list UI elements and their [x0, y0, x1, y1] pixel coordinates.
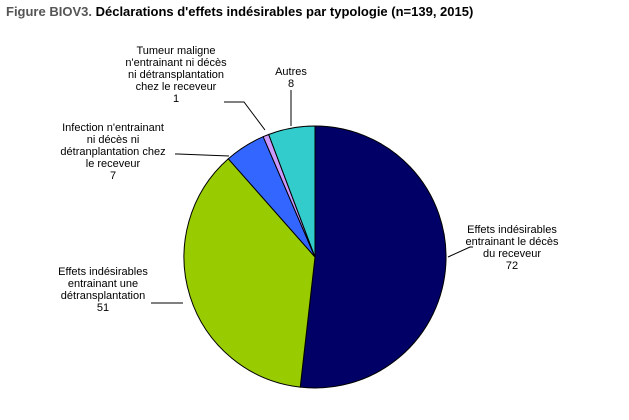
pie-slice: [268, 125, 316, 258]
slice-value: 8: [288, 78, 294, 90]
slice-value: 72: [506, 260, 518, 272]
leader-line: [224, 101, 266, 131]
leader-line: [175, 153, 230, 157]
slice-label-line: le receveur: [86, 158, 141, 170]
slice-label-line: Tumeur maligne: [136, 45, 215, 57]
figure-prefix: Figure BIOV3.: [6, 4, 92, 19]
slice-label-line: Autres: [275, 66, 307, 78]
slice-label: Tumeur maligne n'entrainant ni décès ni dé…: [125, 45, 227, 105]
slice-label-line: chez le receveur: [136, 81, 217, 93]
slice-label-line: Infection n'entrainant: [62, 122, 164, 134]
slice-label-line: du receveur: [483, 248, 541, 260]
slice-label: Effets indésirables entrainant une détrans…: [58, 266, 148, 314]
slice-label-line: détransplantation: [61, 290, 145, 302]
pie-slice: [183, 158, 316, 388]
slice-label-line: n'entrainant ni décès: [125, 57, 227, 69]
slice-value: 7: [110, 170, 116, 182]
slice-label-line: détranplantation chez: [60, 146, 165, 158]
slice-label: Autres 8: [275, 66, 307, 90]
figure-title: Figure BIOV3. Déclarations d'effets indé…: [6, 4, 473, 19]
slice-value: 1: [173, 93, 179, 105]
chart-title: Déclarations d'effets indésirables par t…: [95, 4, 474, 19]
slice-label-line: ni détransplantation: [128, 69, 224, 81]
slice-value: 51: [97, 302, 109, 314]
slice-label-line: entrainant une: [68, 278, 138, 290]
slice-label: Effets indésirables entrainant le décès du…: [466, 224, 559, 272]
pie-slice: [299, 125, 447, 389]
leader-line: [447, 246, 473, 258]
slice-label-line: entrainant le décès: [466, 236, 559, 248]
slice-label-line: ni décès ni: [87, 134, 140, 146]
slice-label-line: Effets indésirables: [467, 224, 557, 236]
slice-label: Infection n'entrainant ni décès ni détranp…: [60, 122, 165, 182]
slice-label-line: Effets indésirables: [58, 266, 148, 278]
